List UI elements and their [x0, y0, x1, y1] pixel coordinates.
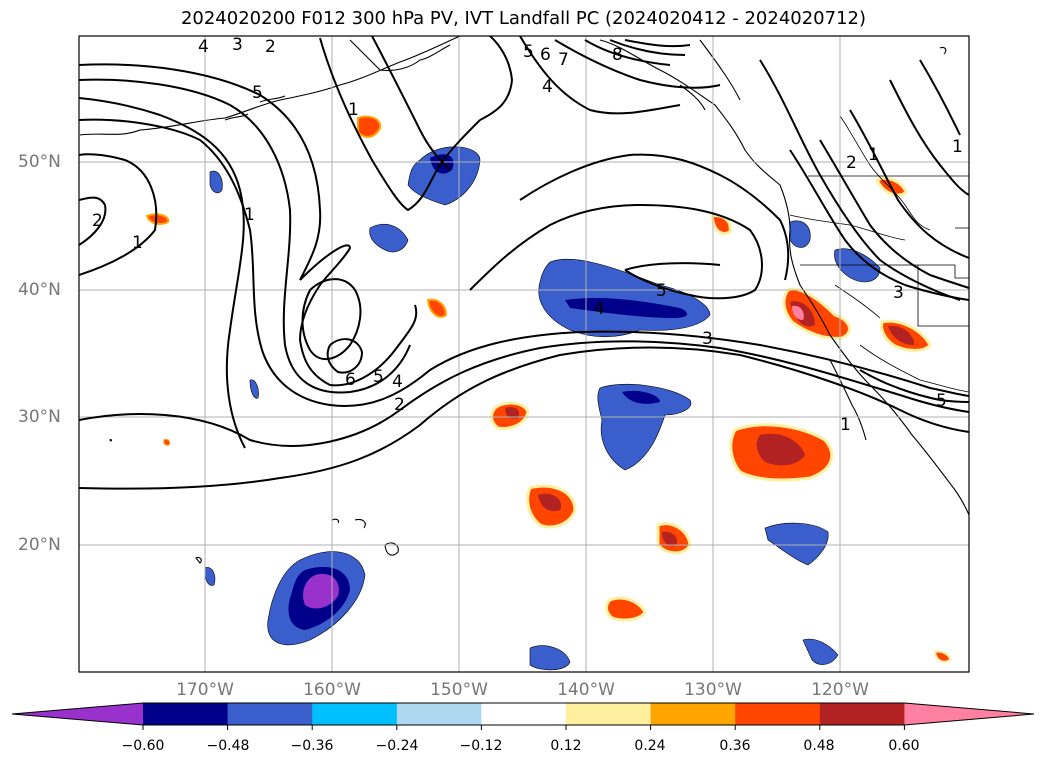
colorbar-tick: −0.12	[459, 738, 503, 754]
colorbar-segment	[396, 703, 482, 725]
lat-label: 30°N	[18, 407, 61, 427]
colorbar-tick: −0.60	[121, 738, 165, 754]
pv-contour-label: 4	[392, 372, 403, 392]
colorbar-segment	[566, 703, 652, 725]
pv-contour-label: 3	[893, 283, 904, 303]
lon-label: 120°W	[811, 680, 869, 700]
pv-contour-label: 5	[523, 42, 534, 62]
map-panel: 4 3 2 5 1 5 6 7 8 4 2 1 1 1 2 1 3 5 4 3 …	[79, 35, 969, 672]
pv-contour-label: 2	[92, 211, 103, 231]
pv-contour-label: 1	[868, 145, 879, 165]
pv-contour-label: 4	[594, 299, 605, 319]
pv-contour-label: 2	[846, 153, 857, 173]
pv-contour-label: 7	[558, 50, 569, 70]
pv-contour-label: 6	[540, 45, 551, 65]
political-borders	[789, 115, 969, 393]
pv-contour-label: 1	[840, 415, 851, 435]
lat-label: 20°N	[18, 535, 61, 555]
pv-contour-label: 5	[656, 281, 667, 301]
lon-label: 170°W	[176, 680, 234, 700]
gridlines	[79, 36, 969, 672]
pv-contour-label: 1	[132, 233, 143, 253]
pv-contour-label: 5	[252, 83, 263, 103]
lon-label: 150°W	[430, 680, 488, 700]
pv-contour-label-layer: 4 3 2 5 1 5 6 7 8 4 2 1 1 1 2 1 3 5 4 3 …	[92, 35, 963, 435]
lon-label: 160°W	[303, 680, 361, 700]
colorbar	[11, 702, 1035, 730]
colorbar-tick: 0.12	[550, 738, 582, 754]
lon-label: 140°W	[557, 680, 615, 700]
colorbar-segment	[227, 703, 313, 725]
lon-label: 130°W	[684, 680, 742, 700]
colorbar-extend-low	[12, 703, 143, 725]
negative-anomaly-shading	[204, 146, 881, 671]
pv-contour-label: 4	[198, 37, 209, 57]
pv-contour-label: 3	[232, 35, 243, 55]
map-title: 2024020200 F012 300 hPa PV, IVT Landfall…	[180, 8, 867, 29]
lat-label: 50°N	[18, 152, 61, 172]
colorbar-segment	[650, 703, 736, 725]
coastlines	[79, 36, 969, 564]
positive-anomaly-shading	[145, 115, 952, 663]
colorbar-extend-high	[904, 703, 1034, 725]
colorbar-segment	[735, 703, 821, 725]
pv-contour-label: 2	[265, 37, 276, 57]
colorbar-tick: 0.60	[888, 738, 920, 754]
colorbar-tick: −0.48	[206, 738, 250, 754]
colorbar-tick: 0.48	[803, 738, 835, 754]
pv-contour-label: 6	[345, 370, 356, 390]
colorbar-tick: 0.24	[634, 738, 666, 754]
colorbar-tick: 0.36	[719, 738, 751, 754]
pv-contours	[79, 36, 969, 490]
colorbar-segment	[143, 703, 229, 725]
pv-contour-label: 3	[702, 329, 713, 349]
pv-contour-label: 1	[348, 100, 359, 120]
colorbar-tick: −0.24	[375, 738, 419, 754]
pv-contour-label: 4	[542, 77, 553, 97]
pv-contour-label: 5	[373, 367, 384, 387]
lat-label: 40°N	[18, 280, 61, 300]
pv-contour-label: 1	[244, 205, 255, 225]
colorbar-tick: −0.36	[290, 738, 334, 754]
pv-contour-label: 1	[952, 137, 963, 157]
colorbar-segment	[819, 703, 905, 725]
colorbar-segment	[312, 703, 398, 725]
pv-contour-label: 5	[936, 391, 947, 411]
map-frame	[78, 35, 970, 673]
pv-contour-label: 2	[394, 395, 405, 415]
colorbar-segment	[481, 703, 567, 725]
pv-contour-label: 8	[612, 45, 623, 65]
